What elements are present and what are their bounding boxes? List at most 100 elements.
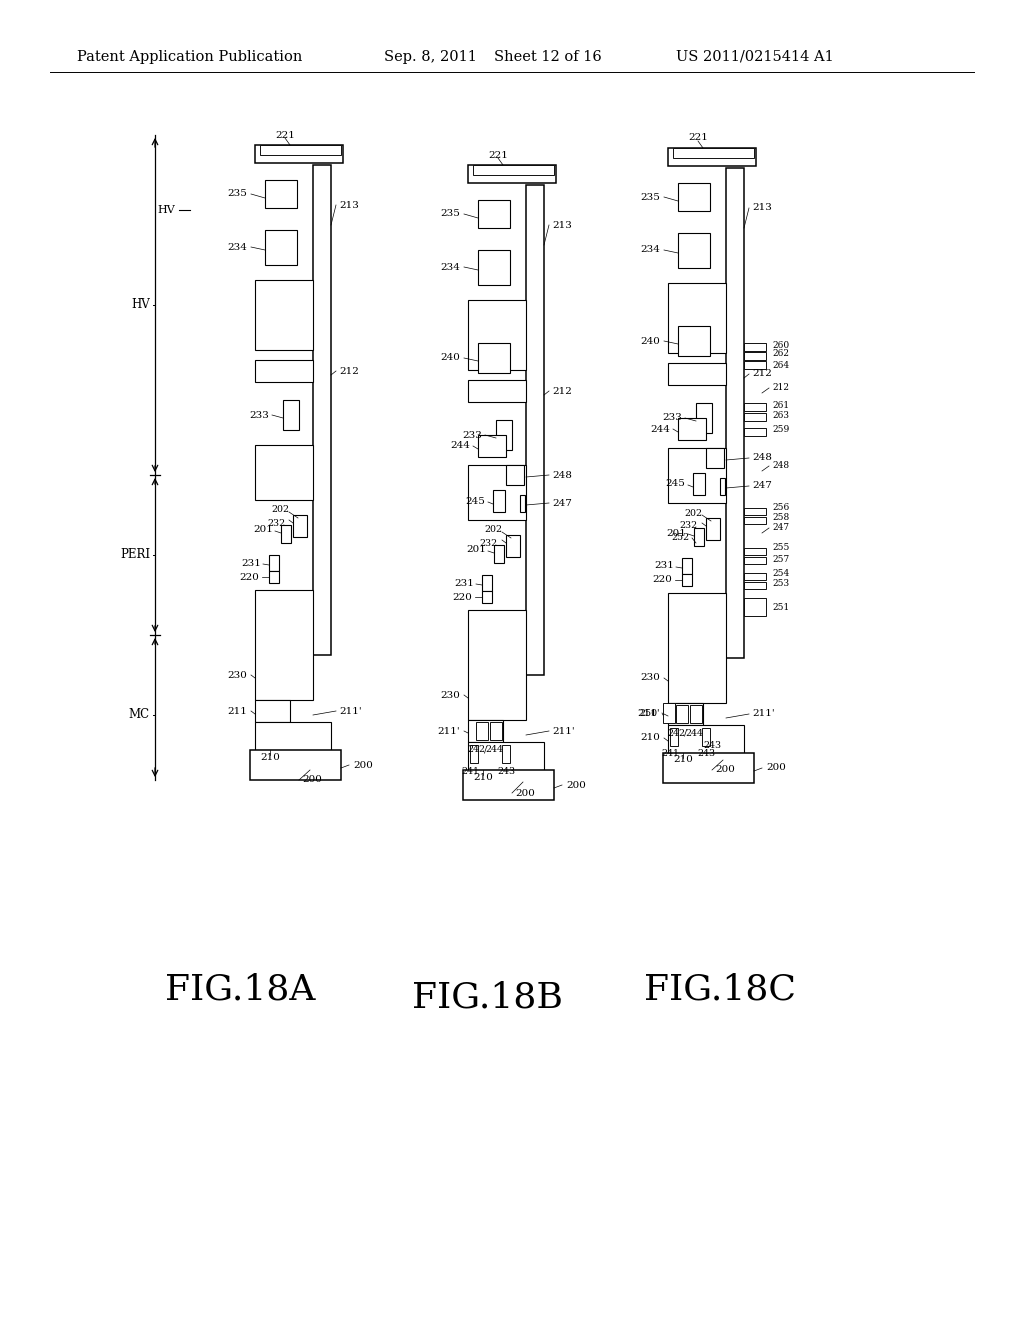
Text: 212: 212 — [339, 367, 358, 375]
Bar — [473, 165, 554, 176]
Bar — [265, 230, 297, 265]
Text: 210: 210 — [673, 755, 693, 764]
Text: 212: 212 — [552, 387, 571, 396]
Text: 235: 235 — [640, 193, 660, 202]
Text: 211': 211' — [437, 726, 460, 735]
Bar — [269, 554, 279, 572]
Bar — [255, 445, 313, 500]
Text: 200: 200 — [515, 788, 535, 797]
Bar — [293, 515, 307, 537]
Bar — [668, 363, 726, 385]
Text: 260: 260 — [772, 341, 790, 350]
Bar — [470, 744, 478, 763]
Text: 264: 264 — [772, 360, 790, 370]
Text: 263: 263 — [772, 412, 790, 421]
Bar — [744, 403, 766, 411]
Text: 256: 256 — [772, 503, 790, 512]
Bar — [706, 447, 724, 469]
Text: 235: 235 — [227, 190, 247, 198]
Text: 213: 213 — [339, 201, 358, 210]
Text: 235: 235 — [440, 210, 460, 219]
Bar — [468, 165, 556, 183]
Text: 221: 221 — [688, 133, 708, 143]
Bar — [678, 326, 710, 356]
Bar — [744, 352, 766, 360]
Bar — [720, 478, 725, 495]
Bar — [463, 770, 554, 800]
Bar — [468, 465, 526, 520]
Bar — [744, 508, 766, 515]
Bar — [744, 343, 766, 351]
Bar — [694, 528, 705, 546]
Bar — [682, 558, 692, 574]
Text: 232: 232 — [480, 539, 498, 548]
Bar — [490, 722, 502, 741]
Bar — [468, 719, 503, 742]
Bar — [478, 436, 506, 457]
Bar — [476, 722, 488, 741]
Text: 245: 245 — [465, 496, 485, 506]
Bar — [255, 590, 313, 700]
Bar — [265, 180, 297, 209]
Bar — [744, 573, 766, 579]
Bar — [255, 145, 343, 162]
Bar — [744, 598, 766, 616]
Bar — [468, 610, 526, 719]
Text: 202: 202 — [684, 508, 702, 517]
Bar — [260, 145, 341, 154]
Bar — [468, 300, 526, 370]
Text: 251: 251 — [772, 602, 790, 611]
Text: 247: 247 — [772, 524, 790, 532]
Text: 232: 232 — [267, 519, 285, 528]
Bar — [281, 525, 291, 543]
Bar — [269, 572, 279, 583]
Bar — [690, 705, 702, 723]
Bar — [678, 183, 710, 211]
Bar — [482, 591, 492, 603]
Text: 200: 200 — [566, 780, 586, 789]
Bar — [682, 574, 692, 586]
Text: 244: 244 — [685, 729, 703, 738]
Text: 248: 248 — [752, 454, 772, 462]
Bar — [663, 752, 754, 783]
Text: 257: 257 — [772, 554, 790, 564]
Bar — [744, 428, 766, 436]
Text: PERI: PERI — [120, 549, 150, 561]
Text: Patent Application Publication: Patent Application Publication — [78, 50, 303, 63]
Text: HV: HV — [158, 205, 175, 215]
Text: 233: 233 — [663, 413, 682, 422]
Bar — [668, 282, 726, 352]
Bar — [468, 380, 526, 403]
Text: /: / — [484, 746, 487, 755]
Text: 262: 262 — [772, 350, 790, 359]
Text: FIG.18A: FIG.18A — [165, 973, 315, 1007]
Bar — [478, 201, 510, 228]
Bar — [668, 447, 726, 503]
Bar — [255, 700, 290, 722]
Bar — [283, 400, 299, 430]
Bar — [255, 722, 331, 750]
Text: 232: 232 — [680, 521, 698, 531]
Bar — [478, 249, 510, 285]
Bar — [250, 750, 341, 780]
Bar — [478, 343, 510, 374]
Text: 213: 213 — [552, 220, 571, 230]
Bar — [668, 148, 756, 166]
Text: US 2011/0215414 A1: US 2011/0215414 A1 — [676, 50, 834, 63]
Bar — [663, 704, 675, 723]
Bar — [696, 403, 712, 433]
Bar — [255, 280, 313, 350]
Text: 231: 231 — [241, 558, 261, 568]
Text: 234: 234 — [640, 246, 660, 255]
Text: 230: 230 — [640, 673, 660, 682]
Text: 261: 261 — [772, 400, 790, 409]
Text: 230: 230 — [227, 671, 247, 680]
Text: 243: 243 — [702, 742, 721, 751]
Text: 248: 248 — [772, 462, 790, 470]
Text: 243: 243 — [497, 767, 515, 776]
Bar — [693, 473, 705, 495]
Bar — [494, 545, 504, 564]
Text: FIG.18C: FIG.18C — [644, 973, 796, 1007]
Text: 258: 258 — [772, 513, 790, 523]
Bar — [482, 576, 492, 591]
